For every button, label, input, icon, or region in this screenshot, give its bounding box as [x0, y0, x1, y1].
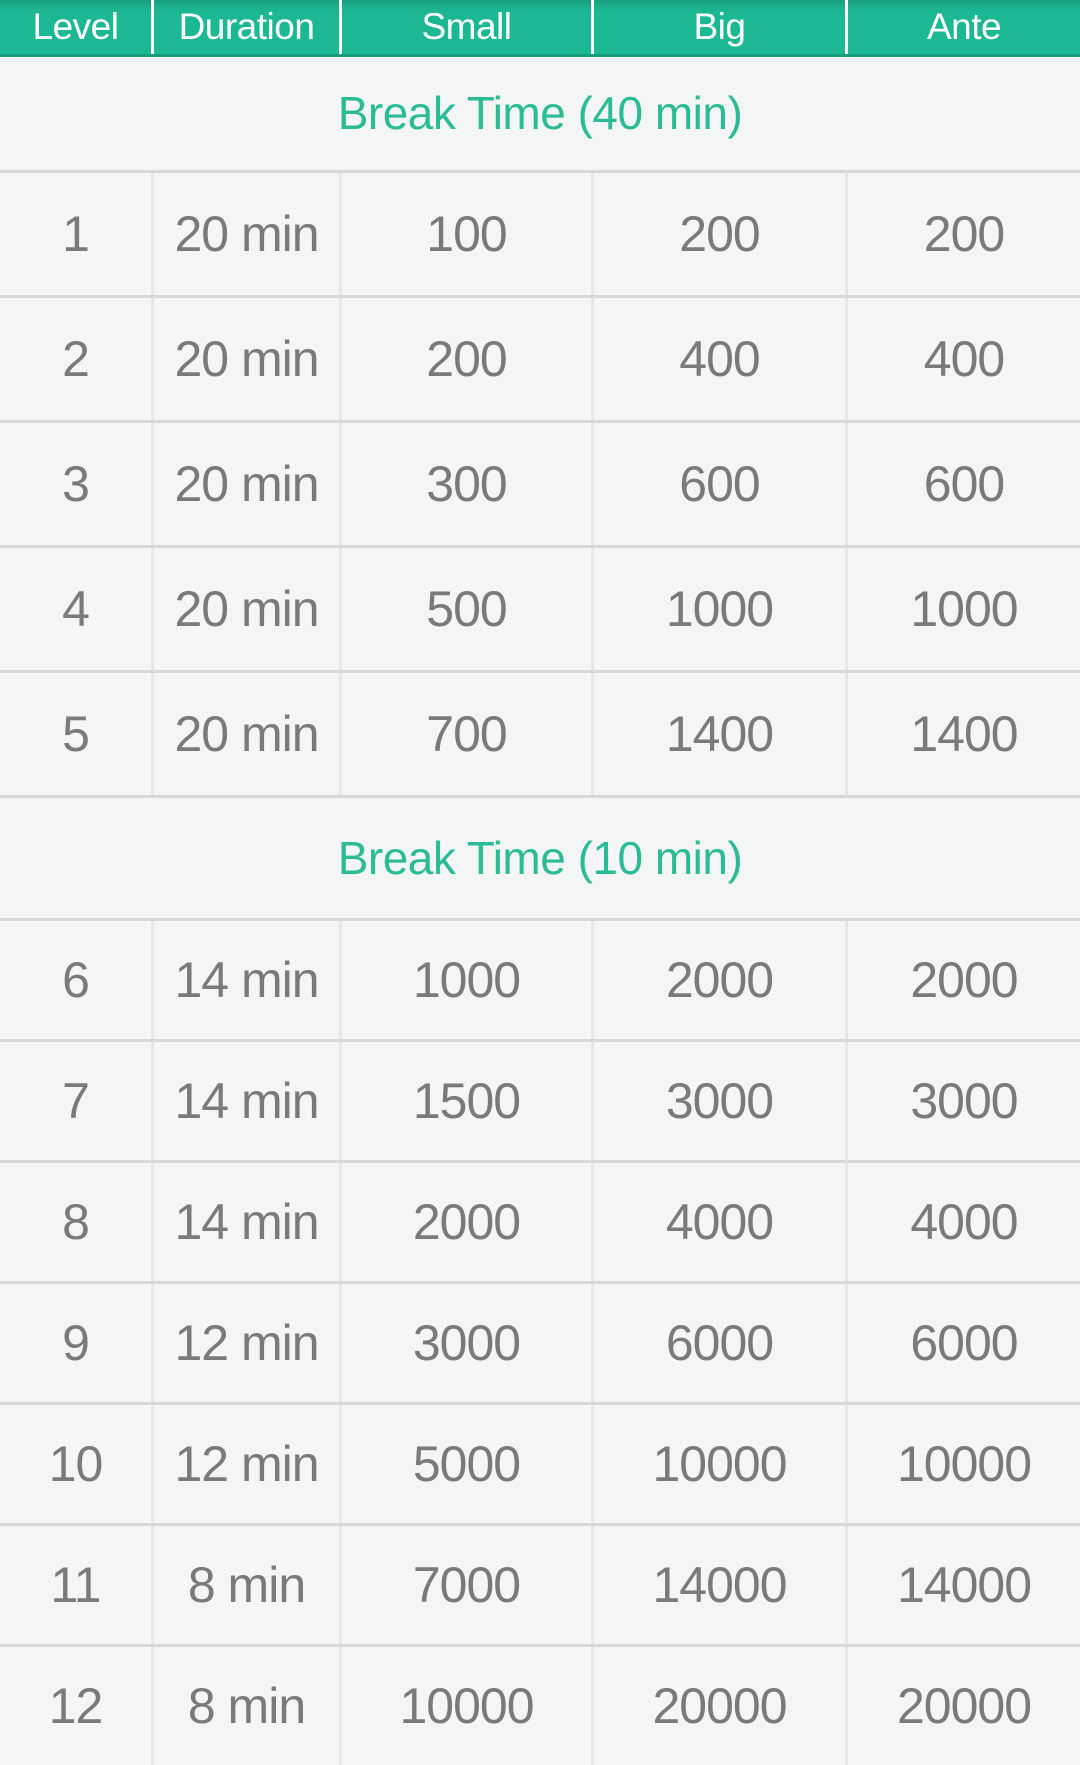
cell-duration: 12 min: [151, 1284, 339, 1403]
cell-level: 9: [62, 1315, 90, 1372]
cell-big: 10000: [591, 1405, 845, 1524]
cell-small: 1500: [339, 1042, 591, 1161]
cell-small: 700: [339, 672, 591, 795]
table-row: 7 14 min 1500 3000 3000: [0, 1039, 1080, 1161]
cell-ante: 3000: [845, 1042, 1080, 1161]
cell-small: 10000: [339, 1647, 591, 1765]
cell-ante: 2000: [845, 921, 1080, 1040]
table-row: 2 20 min 200 400 400: [0, 294, 1080, 420]
cell-small: 7000: [339, 1526, 591, 1645]
cell-big: 400: [591, 297, 845, 420]
cell-ante: 600: [845, 422, 1080, 545]
cell-duration: 20 min: [151, 172, 339, 295]
cell-big: 3000: [591, 1042, 845, 1161]
cell-big: 20000: [591, 1647, 845, 1765]
cell-big: 200: [591, 172, 845, 295]
cell-big: 6000: [591, 1284, 845, 1403]
table-row: 5 20 min 700 1400 1400: [0, 669, 1080, 795]
cell-duration: 20 min: [151, 422, 339, 545]
table-row: 1 20 min 100 200 200: [0, 169, 1080, 295]
column-header-duration: Duration: [151, 0, 339, 54]
cell-small: 5000: [339, 1405, 591, 1524]
cell-level: 6: [62, 952, 90, 1009]
cell-small: 1000: [339, 921, 591, 1040]
table-row: 8 14 min 2000 4000 4000: [0, 1160, 1080, 1282]
cell-big: 4000: [591, 1163, 845, 1282]
cell-small: 300: [339, 422, 591, 545]
cell-big: 1000: [591, 547, 845, 670]
cell-duration: 14 min: [151, 921, 339, 1040]
cell-big: 2000: [591, 921, 845, 1040]
cell-ante: 6000: [845, 1284, 1080, 1403]
table-row: 11 8 min 7000 14000 14000: [0, 1523, 1080, 1645]
cell-ante: 1400: [845, 672, 1080, 795]
cell-level: 10: [48, 1436, 104, 1493]
cell-small: 2000: [339, 1163, 591, 1282]
cell-level: 12: [48, 1678, 104, 1735]
cell-duration: 20 min: [151, 297, 339, 420]
column-header-small: Small: [339, 0, 591, 54]
cell-duration: 20 min: [151, 672, 339, 795]
column-header-ante: Ante: [845, 0, 1080, 54]
cell-ante: 14000: [845, 1526, 1080, 1645]
cell-duration: 8 min: [151, 1526, 339, 1645]
cell-ante: 200: [845, 172, 1080, 295]
cell-big: 14000: [591, 1526, 845, 1645]
cell-level: 1: [62, 205, 90, 262]
cell-ante: 10000: [845, 1405, 1080, 1524]
cell-ante: 20000: [845, 1647, 1080, 1765]
cell-level: 5: [62, 705, 90, 762]
cell-small: 500: [339, 547, 591, 670]
cell-level: 3: [62, 455, 90, 512]
cell-duration: 20 min: [151, 547, 339, 670]
cell-big: 1400: [591, 672, 845, 795]
table-header-row: Level Duration Small Big Ante: [0, 0, 1080, 57]
cell-level: 8: [62, 1194, 90, 1251]
break-time-row-10min: Break Time (10 min): [0, 794, 1080, 919]
cell-small: 3000: [339, 1284, 591, 1403]
cell-duration: 12 min: [151, 1405, 339, 1524]
cell-level: 7: [62, 1073, 90, 1130]
cell-ante: 1000: [845, 547, 1080, 670]
cell-small: 100: [339, 172, 591, 295]
column-header-level: Level: [32, 5, 119, 47]
cell-big: 600: [591, 422, 845, 545]
column-header-big: Big: [591, 0, 845, 54]
table-row: 10 12 min 5000 10000 10000: [0, 1402, 1080, 1524]
cell-duration: 14 min: [151, 1163, 339, 1282]
cell-ante: 4000: [845, 1163, 1080, 1282]
cell-level: 11: [50, 1557, 102, 1614]
cell-duration: 14 min: [151, 1042, 339, 1161]
table-row: 12 8 min 10000 20000 20000: [0, 1644, 1080, 1765]
break-time-row-40min: Break Time (40 min): [0, 56, 1080, 170]
cell-duration: 8 min: [151, 1647, 339, 1765]
table-row: 9 12 min 3000 6000 6000: [0, 1281, 1080, 1403]
cell-level: 2: [62, 330, 90, 387]
table-row: 3 20 min 300 600 600: [0, 419, 1080, 545]
table-row: 6 14 min 1000 2000 2000: [0, 918, 1080, 1040]
cell-small: 200: [339, 297, 591, 420]
table-row: 4 20 min 500 1000 1000: [0, 544, 1080, 670]
cell-ante: 400: [845, 297, 1080, 420]
cell-level: 4: [62, 580, 90, 637]
